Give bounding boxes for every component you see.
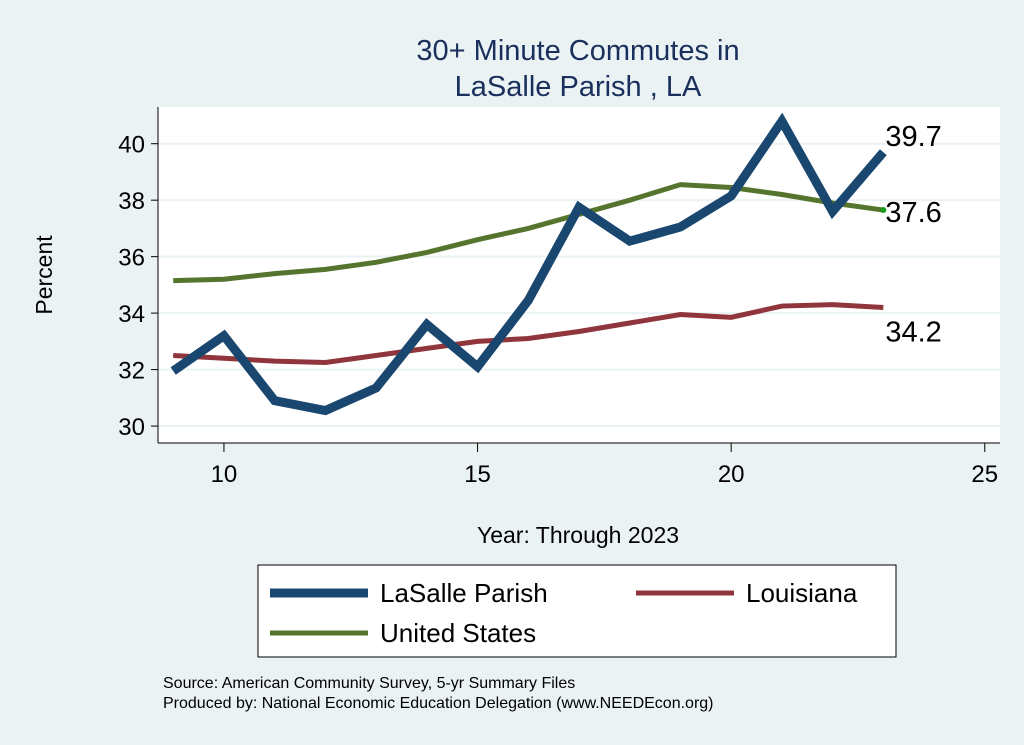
chart-title-line1: 30+ Minute Commutes in <box>416 35 739 67</box>
end-marker <box>880 207 887 214</box>
x-tick-label: 15 <box>464 461 491 488</box>
legend: LaSalle Parish Louisiana United States <box>257 564 897 658</box>
y-axis-label: Percent <box>31 235 57 315</box>
y-tick-label: 34 <box>118 301 145 328</box>
y-tick-label: 38 <box>118 188 145 215</box>
series-line-united-states <box>173 182 884 284</box>
legend-label-us: United States <box>380 618 536 648</box>
axes: 30 32 34 36 38 40 10 15 20 25 <box>118 107 1000 488</box>
x-tick-label: 20 <box>718 461 745 488</box>
y-tick-label: 40 <box>118 132 145 159</box>
produced-by-note: Produced by: National Economic Education… <box>163 695 714 712</box>
y-tick-label: 32 <box>118 358 145 385</box>
gridlines <box>158 142 1000 428</box>
y-tick-label: 30 <box>118 414 145 441</box>
chart-title-line2: LaSalle Parish , LA <box>455 71 702 103</box>
x-tick-label: 25 <box>971 461 998 488</box>
end-value-label: 39.7 <box>885 121 941 153</box>
x-axis-label: Year: Through 2023 <box>477 522 679 548</box>
series-line-lasalle-parish <box>170 112 887 416</box>
series-lines: 37.6 34.2 39.7 <box>170 112 942 416</box>
x-tick-label: 10 <box>211 461 238 488</box>
end-value-label: 37.6 <box>885 197 941 229</box>
legend-label-lasalle: LaSalle Parish <box>380 578 548 608</box>
y-tick-label: 36 <box>118 245 145 272</box>
plot-area <box>158 107 1000 443</box>
source-note: Source: American Community Survey, 5-yr … <box>163 675 575 692</box>
series-line-louisiana <box>173 302 884 366</box>
legend-label-louisiana: Louisiana <box>746 578 858 608</box>
end-value-label: 34.2 <box>885 316 941 348</box>
